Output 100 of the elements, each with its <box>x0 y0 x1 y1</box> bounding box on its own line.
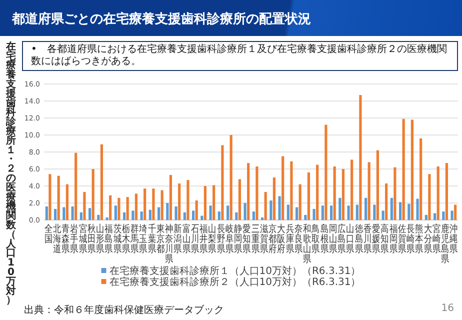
x-tick-label: 香川県 <box>363 223 372 256</box>
x-tick-label: 埼玉県 <box>138 223 148 256</box>
x-tick-label: 福岡県 <box>389 223 398 256</box>
x-tick-label: 静岡県 <box>234 223 242 256</box>
x-tick-label: 群馬県 <box>130 223 139 256</box>
text: 16 <box>441 303 454 314</box>
bar <box>359 95 362 220</box>
bar <box>316 164 319 220</box>
x-tick-label: 島根県 <box>320 223 328 256</box>
bar <box>382 210 384 220</box>
x-tick-label: 大阪府 <box>277 223 286 256</box>
bar <box>373 204 376 220</box>
x-tick-label: 京都府 <box>268 223 277 256</box>
bar <box>83 192 86 220</box>
x-tick-label: 東京都 <box>156 223 164 256</box>
bar <box>324 124 328 220</box>
x-tick-label: 熊本県 <box>415 223 424 256</box>
bar <box>183 212 186 220</box>
x-tick-label: 北海道 <box>52 223 61 256</box>
x-tick-label: 富山県 <box>182 223 190 256</box>
x-tick-label: 宮城県 <box>78 223 87 256</box>
x-tick-label: 佐賀県 <box>398 223 406 256</box>
x-tick-label: 和歌山県 <box>303 223 312 266</box>
bar <box>57 176 60 220</box>
bar <box>178 183 181 220</box>
bar <box>286 204 290 220</box>
bar <box>192 210 195 220</box>
bar <box>333 166 336 220</box>
bar <box>148 210 152 220</box>
x-tick-label: 愛知県 <box>242 223 251 256</box>
bar <box>342 169 344 220</box>
x-tick-label: 石川県 <box>190 224 199 256</box>
bar <box>312 208 316 220</box>
bar <box>80 212 82 220</box>
bar <box>226 206 230 220</box>
x-tick-label: 福井県 <box>200 223 208 256</box>
x-tick-label: 兵庫県 <box>286 223 294 256</box>
bar <box>442 212 445 220</box>
bar <box>402 118 405 220</box>
bar <box>296 207 298 220</box>
bar <box>408 204 410 220</box>
bar <box>114 206 117 220</box>
x-tick-label: 全国 <box>44 223 52 246</box>
bar <box>132 210 134 220</box>
bar <box>140 212 143 220</box>
x-tick-label: 宮崎県 <box>432 223 440 256</box>
bar <box>195 200 198 220</box>
bar <box>160 190 164 220</box>
bar <box>252 212 255 220</box>
bar <box>54 208 57 220</box>
bar <box>256 166 258 220</box>
x-tick-label: 千葉県 <box>148 223 156 256</box>
bar <box>416 198 419 220</box>
bar <box>45 206 48 220</box>
x-tick-label: 山口県 <box>346 223 354 256</box>
bar <box>169 174 172 220</box>
bar <box>364 198 368 220</box>
bar <box>368 162 370 220</box>
bar <box>436 166 440 220</box>
bar <box>71 206 74 220</box>
x-tick-label: 広島県 <box>338 223 346 256</box>
bar <box>338 198 342 220</box>
bar <box>218 212 220 220</box>
bar <box>244 203 246 220</box>
bar <box>298 184 302 220</box>
bar <box>261 217 264 220</box>
x-tick-label: 山形県 <box>96 223 104 256</box>
x-tick-label: 神奈川県 <box>165 223 174 266</box>
bar <box>123 212 126 220</box>
bar <box>166 203 169 220</box>
x-tick-label: 青森県 <box>62 223 70 256</box>
x-tick-label: 岩手県 <box>70 223 78 256</box>
x-tick-label: 長野県 <box>216 223 225 256</box>
bar <box>264 192 267 220</box>
bar <box>376 150 379 220</box>
x-tick-label: 鹿児島県 <box>441 223 450 266</box>
bar <box>100 144 103 220</box>
bar <box>230 135 232 220</box>
legend-label: 在宅療養支援歯科診療所２（人口10万対）（R6.3.31） <box>109 276 361 288</box>
bar <box>278 196 281 220</box>
bar <box>290 161 293 220</box>
x-tick-label: 秋田県 <box>87 223 96 256</box>
bar <box>270 200 272 220</box>
bar <box>356 204 358 220</box>
x-tick-label: 奈良県 <box>294 223 302 256</box>
bar <box>212 185 216 220</box>
bar <box>97 214 100 220</box>
bar <box>394 167 396 220</box>
bar <box>330 206 333 220</box>
bar <box>307 172 310 220</box>
bar <box>158 207 160 220</box>
x-tick-label: 三重県 <box>251 224 260 256</box>
x-tick-label: 新潟県 <box>174 223 182 256</box>
bar <box>424 214 428 220</box>
bar <box>74 152 78 220</box>
x-tick-label: 長崎県 <box>406 223 415 256</box>
bar <box>347 206 350 220</box>
bar <box>62 207 66 220</box>
x-tick-label: 沖縄県 <box>448 223 458 256</box>
bar <box>238 179 241 220</box>
